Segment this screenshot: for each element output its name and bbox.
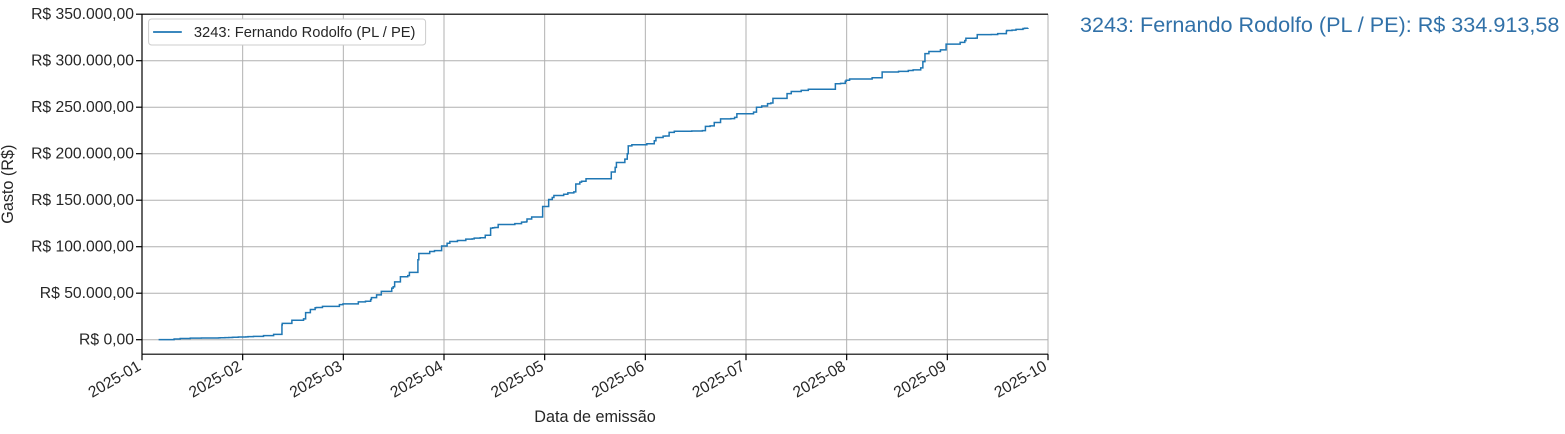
svg-text:Gasto (R$): Gasto (R$) — [0, 145, 17, 224]
svg-text:R$ 0,00: R$ 0,00 — [79, 332, 134, 349]
svg-text:R$ 200.000,00: R$ 200.000,00 — [31, 146, 134, 163]
svg-text:R$ 50.000,00: R$ 50.000,00 — [40, 285, 134, 302]
svg-text:R$ 100.000,00: R$ 100.000,00 — [31, 239, 134, 256]
svg-text:R$ 350.000,00: R$ 350.000,00 — [31, 6, 134, 23]
svg-text:Data de emissão: Data de emissão — [534, 408, 655, 426]
svg-text:R$ 250.000,00: R$ 250.000,00 — [31, 99, 134, 116]
svg-text:3243: Fernando Rodolfo (PL / P: 3243: Fernando Rodolfo (PL / PE) — [194, 25, 416, 41]
svg-text:R$ 150.000,00: R$ 150.000,00 — [31, 192, 134, 209]
svg-text:R$ 300.000,00: R$ 300.000,00 — [31, 53, 134, 70]
